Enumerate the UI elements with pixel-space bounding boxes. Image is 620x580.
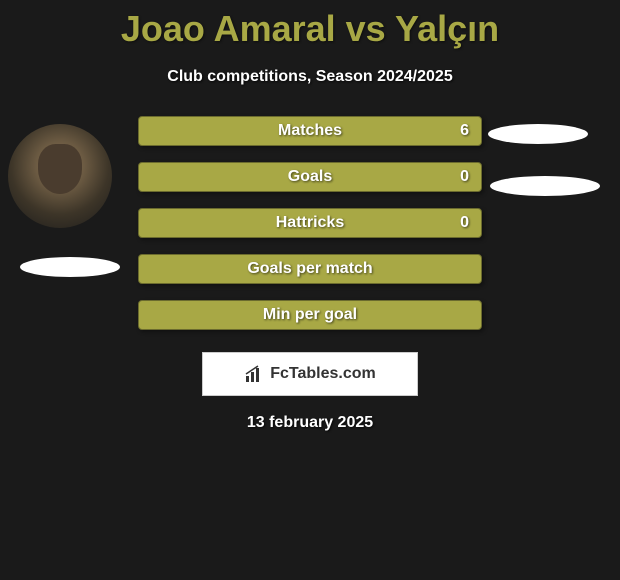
stat-label: Goals [288, 168, 332, 186]
stat-bar-matches: Matches 6 [138, 116, 482, 146]
stat-label: Matches [278, 122, 342, 140]
stat-label: Min per goal [263, 306, 357, 324]
player-name-pill-left [20, 257, 120, 277]
stat-label: Hattricks [276, 214, 344, 232]
stat-bar-hattricks: Hattricks 0 [138, 208, 482, 238]
stat-value: 0 [460, 168, 469, 186]
stats-container: Matches 6 Goals 0 Hattricks 0 Goals per … [138, 116, 482, 346]
comparison-title: Joao Amaral vs Yalçın [0, 0, 620, 50]
player-name-pill-right-1 [488, 124, 588, 144]
stat-bar-min-per-goal: Min per goal [138, 300, 482, 330]
branding-text: FcTables.com [270, 365, 376, 383]
stat-value: 0 [460, 214, 469, 232]
date-text: 13 february 2025 [0, 414, 620, 432]
stat-bar-goals-per-match: Goals per match [138, 254, 482, 284]
branding-badge: FcTables.com [202, 352, 418, 396]
player-name-pill-right-2 [490, 176, 600, 196]
comparison-subtitle: Club competitions, Season 2024/2025 [0, 68, 620, 86]
chart-icon [244, 364, 264, 384]
stat-label: Goals per match [247, 260, 372, 278]
stat-value: 6 [460, 122, 469, 140]
player-photo-left [8, 124, 112, 228]
stat-bar-goals: Goals 0 [138, 162, 482, 192]
